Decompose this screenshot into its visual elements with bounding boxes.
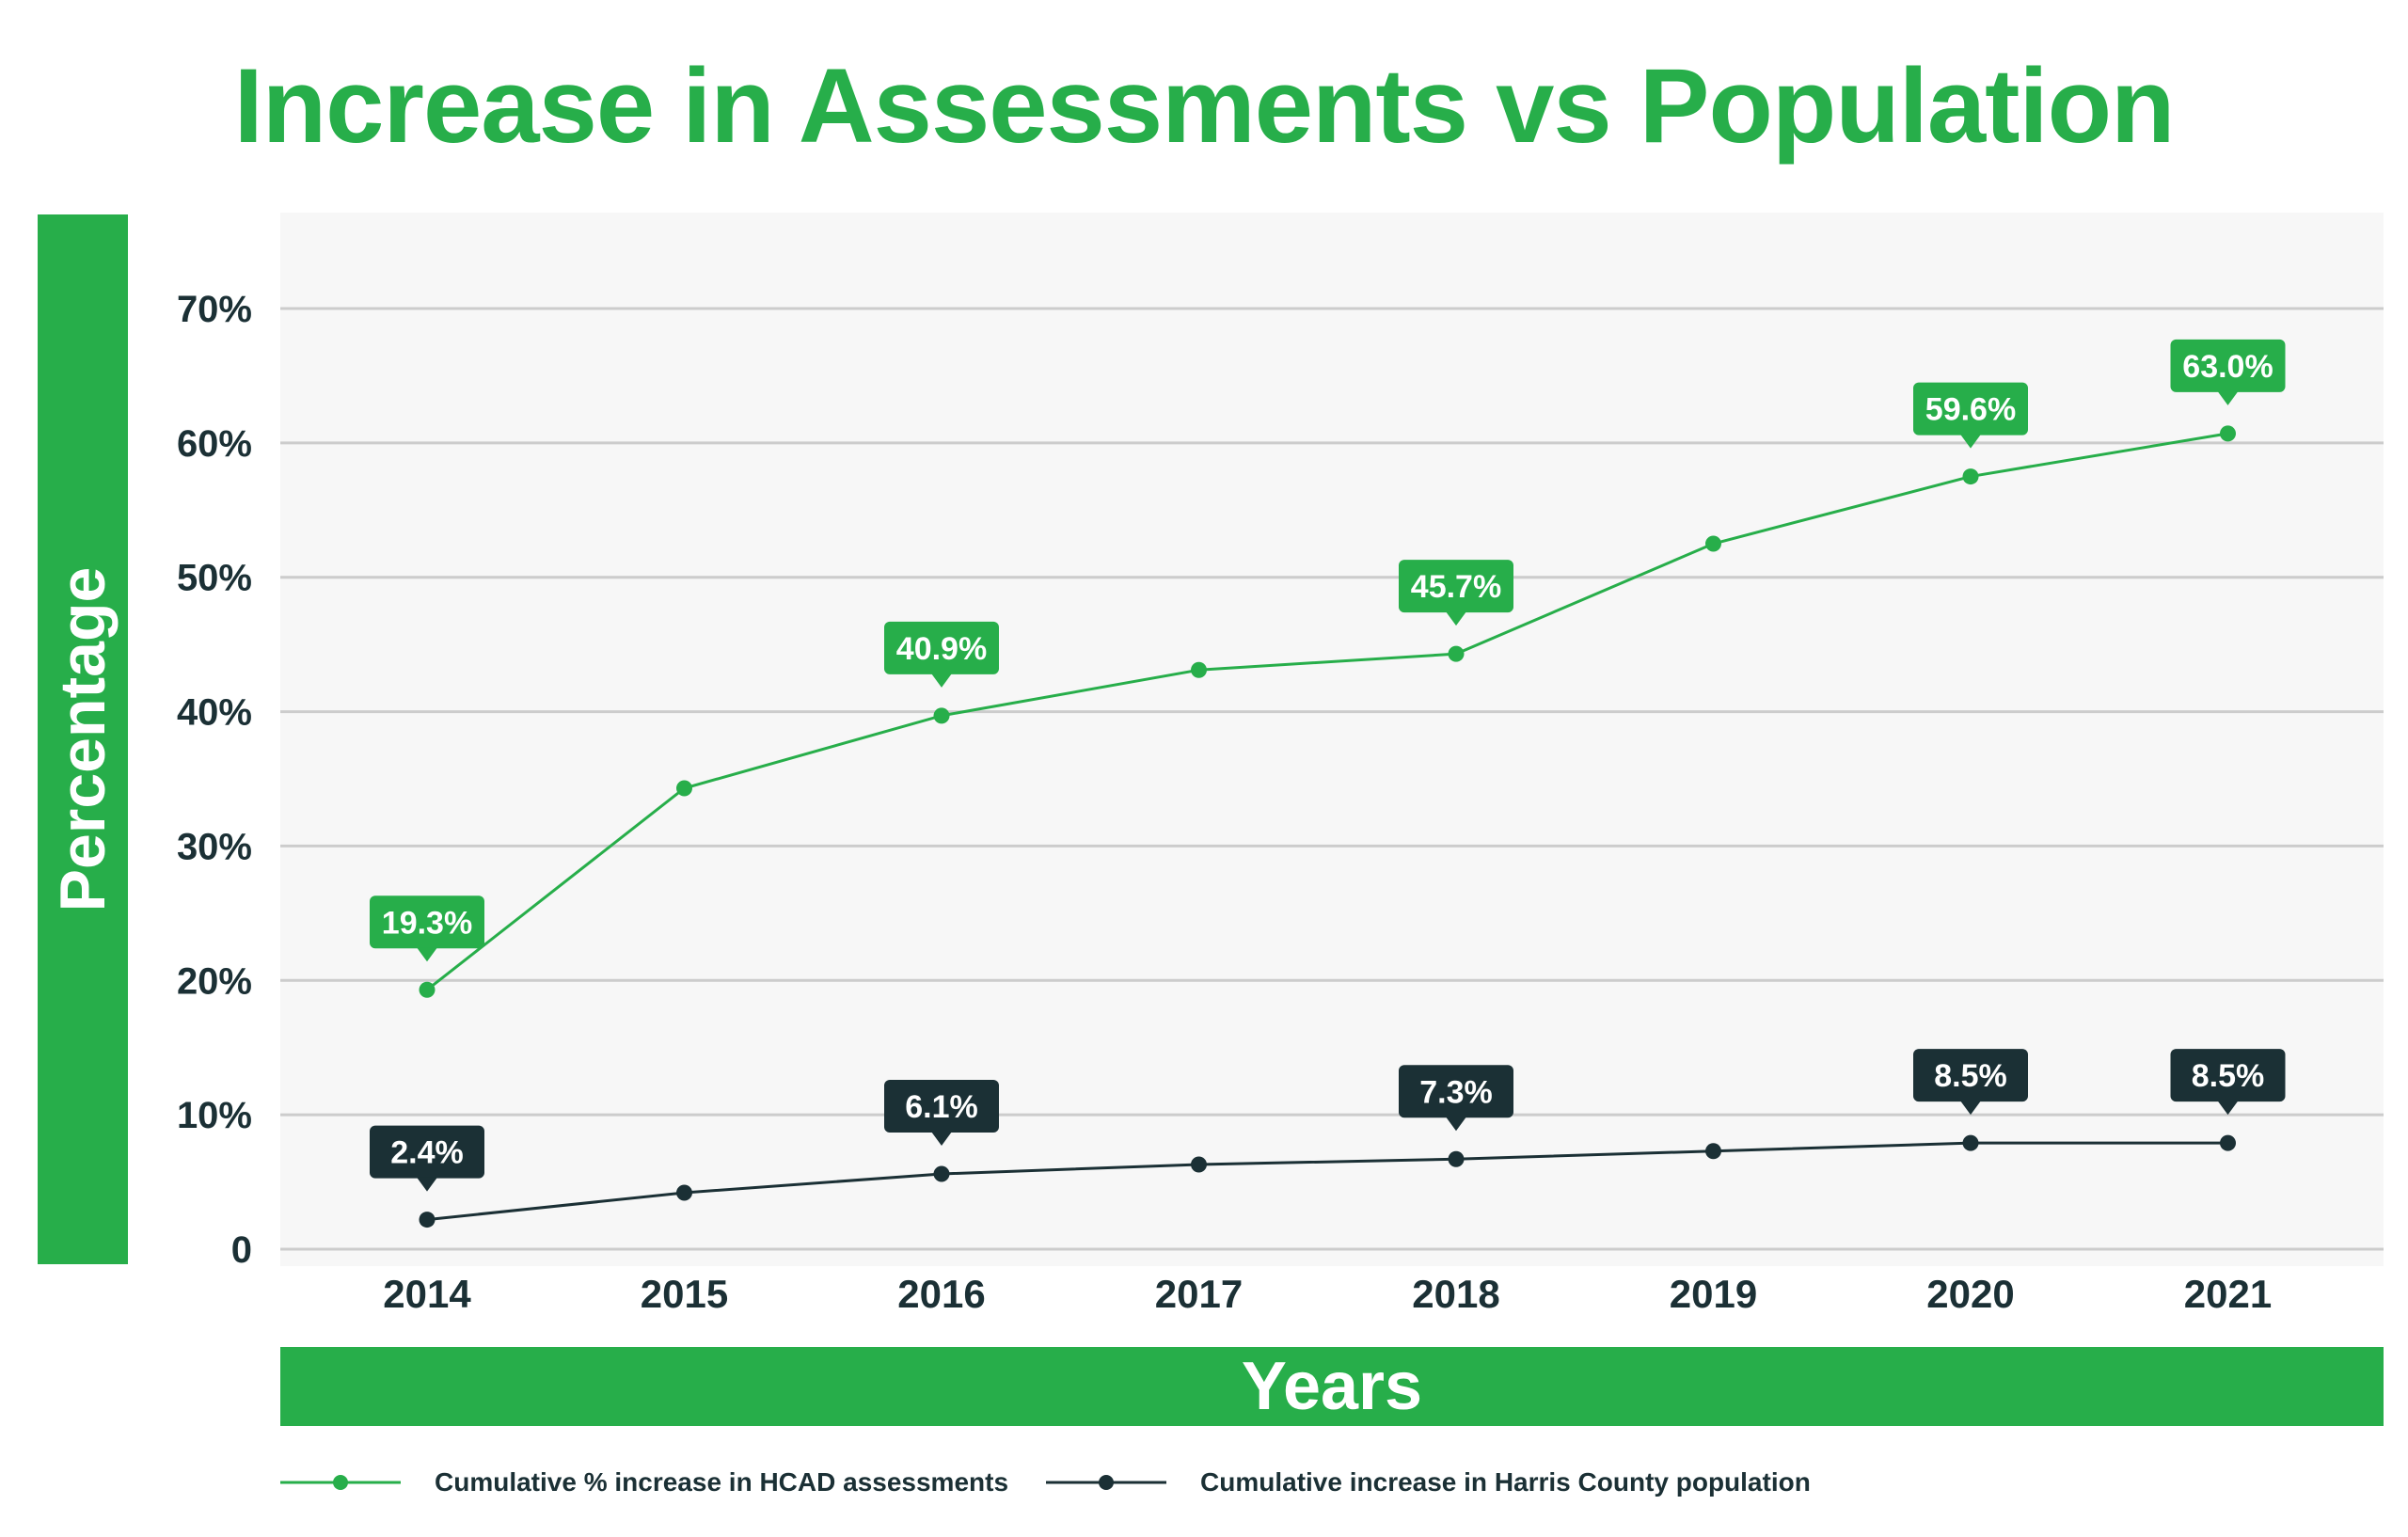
x-tick-label: 2018 (1412, 1272, 1499, 1316)
data-label-pointer (1960, 434, 1981, 449)
legend-swatch-hcad (280, 1475, 401, 1490)
data-point (1191, 661, 1207, 678)
data-label: 40.9% (896, 631, 987, 667)
data-point (419, 1212, 436, 1228)
data-point (676, 780, 692, 797)
y-tick-label: 10% (177, 1095, 252, 1136)
data-label-pointer (1960, 1101, 1981, 1116)
data-point (1962, 468, 1979, 485)
series-line-0 (426, 432, 2228, 991)
x-tick-label: 2021 (2184, 1272, 2272, 1316)
data-point (1705, 535, 1721, 552)
data-point (1448, 1150, 1465, 1167)
x-tick-label: 2015 (641, 1272, 728, 1316)
data-point (419, 981, 436, 998)
data-label-box (2170, 339, 2286, 392)
series-line-1 (426, 1141, 2228, 1222)
x-tick-label: 2019 (1670, 1272, 1757, 1316)
x-tick-label: 2016 (897, 1272, 985, 1316)
y-tick-label: 40% (177, 692, 252, 734)
legend-label-hcad: Cumulative % increase in HCAD assessment… (435, 1467, 1009, 1497)
data-point (1191, 1156, 1207, 1173)
y-axis-label-bar: Percentage (38, 214, 128, 1264)
data-label-box (1399, 560, 1513, 613)
data-point (676, 1184, 692, 1201)
x-tick-label: 2017 (1155, 1272, 1243, 1316)
data-label: 59.6% (1925, 392, 2016, 428)
data-label-box (370, 1125, 484, 1179)
legend: Cumulative % increase in HCAD assessment… (280, 1464, 1848, 1501)
chart-title: Increase in Assessments vs Population (233, 47, 2176, 165)
data-label-pointer (931, 673, 952, 688)
y-tick-label: 70% (177, 289, 252, 330)
data-label: 2.4% (390, 1135, 464, 1171)
data-label-box (370, 895, 484, 949)
data-label-box (1913, 1049, 2028, 1102)
data-label-box (884, 1080, 999, 1133)
data-label-pointer (417, 1177, 437, 1192)
y-tick-label: 60% (177, 423, 252, 465)
data-label: 7.3% (1419, 1074, 1493, 1110)
data-point (933, 1165, 950, 1182)
data-label-box (2170, 1049, 2286, 1102)
y-tick-label: 30% (177, 826, 252, 867)
x-axis-label: Years (280, 1347, 2384, 1426)
data-label-pointer (2217, 390, 2239, 405)
y-tick-label: 20% (177, 960, 252, 1002)
data-point (2220, 425, 2236, 442)
data-label-box (1399, 1065, 1513, 1118)
data-label-box (1913, 382, 2028, 436)
legend-item-hcad: Cumulative % increase in HCAD assessment… (280, 1467, 1008, 1497)
data-label-box (884, 621, 999, 674)
data-label-pointer (417, 947, 437, 962)
data-point (1962, 1134, 1979, 1151)
data-label-pointer (1446, 611, 1466, 626)
data-label: 19.3% (382, 905, 472, 941)
data-point (1705, 1143, 1721, 1160)
data-label: 63.0% (2182, 349, 2273, 385)
data-label-pointer (2217, 1101, 2239, 1116)
y-tick-label: 0 (231, 1229, 252, 1271)
legend-label-population: Cumulative increase in Harris County pop… (1200, 1467, 1811, 1497)
data-label: 6.1% (905, 1089, 978, 1125)
x-tick-label: 2020 (1926, 1272, 2014, 1316)
legend-swatch-population (1046, 1475, 1167, 1490)
x-tick-label: 2014 (383, 1272, 471, 1316)
data-label-pointer (931, 1132, 952, 1146)
data-label-pointer (1446, 1117, 1466, 1132)
legend-item-population: Cumulative increase in Harris County pop… (1046, 1467, 1811, 1497)
data-point (2220, 1134, 2236, 1151)
data-label: 8.5% (2192, 1058, 2265, 1094)
y-tick-label: 50% (177, 558, 252, 599)
plot-area (280, 213, 2384, 1266)
data-label: 45.7% (1411, 569, 1501, 605)
data-point (933, 707, 950, 724)
data-label: 8.5% (1934, 1058, 2007, 1094)
data-point (1448, 645, 1465, 662)
